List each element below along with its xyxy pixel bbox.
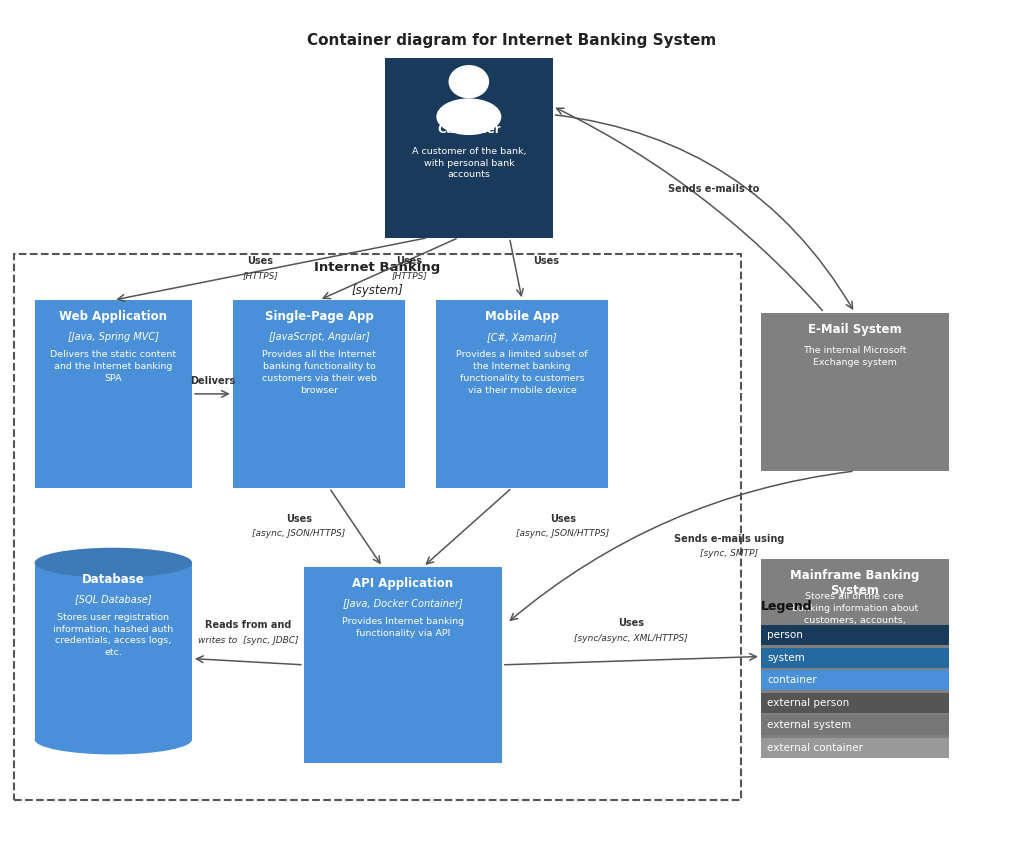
Text: Mobile App: Mobile App: [485, 310, 559, 323]
FancyBboxPatch shape: [761, 558, 949, 754]
Text: [sync/async, XML/HTTPS]: [sync/async, XML/HTTPS]: [574, 634, 688, 642]
FancyBboxPatch shape: [385, 58, 553, 237]
Text: Single-Page App: Single-Page App: [264, 310, 374, 323]
FancyBboxPatch shape: [304, 567, 502, 763]
Text: system: system: [767, 653, 805, 663]
Ellipse shape: [436, 99, 502, 135]
Text: Delivers: Delivers: [189, 376, 234, 386]
FancyBboxPatch shape: [761, 626, 949, 645]
Text: Provides a limited subset of
the Internet banking
functionality to customers
via: Provides a limited subset of the Interne…: [457, 350, 588, 395]
FancyBboxPatch shape: [436, 300, 608, 488]
Text: [HTTPS]: [HTTPS]: [243, 271, 279, 280]
Ellipse shape: [35, 724, 193, 754]
FancyBboxPatch shape: [232, 300, 406, 488]
Text: Provides all the Internet
banking functionality to
customers via their web
brows: Provides all the Internet banking functi…: [261, 350, 377, 395]
Text: [SQL Database]: [SQL Database]: [75, 594, 152, 605]
Text: external container: external container: [767, 743, 863, 753]
Text: [system]: [system]: [351, 285, 403, 297]
Text: [async, JSON/HTTPS]: [async, JSON/HTTPS]: [516, 530, 609, 539]
Text: Uses: Uses: [286, 514, 311, 524]
Text: E-Mail System: E-Mail System: [808, 322, 901, 336]
Text: person: person: [767, 631, 803, 640]
FancyBboxPatch shape: [35, 300, 193, 488]
Text: Sends e-mails using: Sends e-mails using: [674, 534, 784, 544]
Text: Stores user registration
information, hashed auth
credentials, access logs,
etc.: Stores user registration information, ha…: [53, 613, 173, 657]
Text: [Java, Spring MVC]: [Java, Spring MVC]: [68, 332, 159, 342]
Circle shape: [449, 65, 489, 99]
FancyBboxPatch shape: [761, 647, 949, 668]
Text: external person: external person: [767, 698, 849, 708]
Text: [sync, SMTP]: [sync, SMTP]: [700, 549, 758, 558]
FancyBboxPatch shape: [35, 562, 193, 739]
Text: Reads from and: Reads from and: [205, 621, 291, 631]
Text: [C#, Xamarin]: [C#, Xamarin]: [487, 332, 557, 342]
Text: Uses: Uses: [618, 618, 644, 628]
Text: Uses: Uses: [396, 255, 422, 265]
Text: Sends e-mails to: Sends e-mails to: [669, 184, 760, 194]
FancyBboxPatch shape: [761, 716, 949, 735]
FancyBboxPatch shape: [761, 312, 949, 471]
Text: API Application: API Application: [352, 577, 454, 590]
Text: Provides Internet banking
functionality via API: Provides Internet banking functionality …: [342, 617, 464, 637]
Text: Delivers the static content
and the Internet banking
SPA: Delivers the static content and the Inte…: [50, 350, 176, 383]
Text: container: container: [767, 675, 816, 685]
Text: [JavaScript, Angular]: [JavaScript, Angular]: [268, 332, 370, 342]
Text: Web Application: Web Application: [59, 310, 167, 323]
Text: writes to  [sync, JDBC]: writes to [sync, JDBC]: [198, 636, 298, 645]
Text: Uses: Uses: [534, 255, 559, 265]
Text: Stores all of the core
banking information about
customers, accounts,
transactio: Stores all of the core banking informati…: [792, 592, 918, 637]
Ellipse shape: [35, 547, 193, 578]
Text: Database: Database: [82, 573, 144, 586]
Text: Internet Banking: Internet Banking: [314, 261, 440, 274]
Text: external system: external system: [767, 720, 851, 730]
Text: Uses: Uses: [550, 514, 575, 524]
Text: [async, JSON/HTTPS]: [async, JSON/HTTPS]: [252, 530, 345, 539]
FancyBboxPatch shape: [761, 670, 949, 690]
Text: Customer: Customer: [437, 124, 501, 136]
Text: Mainframe Banking
System: Mainframe Banking System: [791, 568, 920, 597]
FancyBboxPatch shape: [761, 738, 949, 758]
Text: [HTTPS]: [HTTPS]: [391, 271, 427, 280]
Text: [Java, Docker Container]: [Java, Docker Container]: [343, 599, 463, 609]
FancyBboxPatch shape: [761, 693, 949, 713]
Text: A customer of the bank,
with personal bank
accounts: A customer of the bank, with personal ba…: [412, 147, 526, 179]
Text: Uses: Uses: [248, 255, 273, 265]
Text: The internal Microsoft
Exchange system: The internal Microsoft Exchange system: [803, 346, 906, 367]
Text: Container diagram for Internet Banking System: Container diagram for Internet Banking S…: [307, 34, 717, 48]
Text: Legend: Legend: [761, 600, 812, 613]
